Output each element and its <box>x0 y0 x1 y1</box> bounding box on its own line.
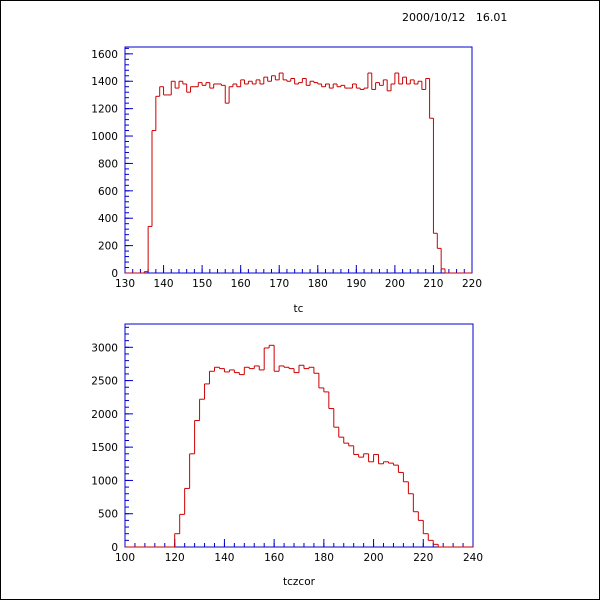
histogram-chart-2: 100 120 140 160 180 200 220 240 0 500 1000 1500 2000… <box>91 323 483 588</box>
plot-frame <box>124 323 474 548</box>
x-tick-label: 190 <box>346 278 366 290</box>
x-tick-label: 150 <box>192 278 212 290</box>
x-tick-label: 180 <box>314 552 334 564</box>
x-tick-label: 220 <box>413 552 433 564</box>
x-tick-label: 120 <box>165 552 185 564</box>
x-tick-label: 200 <box>364 552 384 564</box>
y-tick-label: 0 <box>111 268 118 280</box>
y-tick-label: 1400 <box>91 76 118 88</box>
x-tick-label: 210 <box>423 278 443 290</box>
x-tick-label: 140 <box>154 278 174 290</box>
histogram-chart-1: 130 140 150 160 170 180 190 200 210 220 0 200 400 600… <box>91 46 482 315</box>
timestamp: 2000/10/12 16.01 <box>402 11 508 24</box>
y-tick-label: 800 <box>98 158 118 170</box>
y-tick-label: 3000 <box>91 342 118 354</box>
x-tick-label: 130 <box>115 278 135 290</box>
y-tick-label: 400 <box>98 213 118 225</box>
y-tick-label: 1000 <box>91 131 118 143</box>
y-tick-label: 2500 <box>91 376 118 388</box>
x-axis-title: tc <box>294 303 304 315</box>
x-tick-label: 160 <box>231 278 251 290</box>
x-tick-label: 200 <box>385 278 405 290</box>
y-tick-label: 600 <box>98 186 118 198</box>
y-tick-label: 0 <box>111 542 118 554</box>
x-axis-title: tczcor <box>283 576 316 588</box>
x-tick-label: 140 <box>214 552 234 564</box>
y-tick-label: 500 <box>98 509 118 521</box>
plot-frame <box>124 46 473 274</box>
y-tick-label: 200 <box>98 241 118 253</box>
y-tick-label: 1500 <box>91 442 118 454</box>
y-tick-label: 1000 <box>91 475 118 487</box>
x-tick-label: 240 <box>463 552 483 564</box>
x-tick-label: 220 <box>462 278 482 290</box>
y-tick-label: 1600 <box>91 49 118 61</box>
y-tick-label: 2000 <box>91 409 118 421</box>
x-tick-label: 100 <box>115 552 135 564</box>
x-tick-label: 170 <box>269 278 289 290</box>
x-tick-label: 180 <box>308 278 328 290</box>
x-tick-label: 160 <box>264 552 284 564</box>
y-tick-label: 1200 <box>91 104 118 116</box>
